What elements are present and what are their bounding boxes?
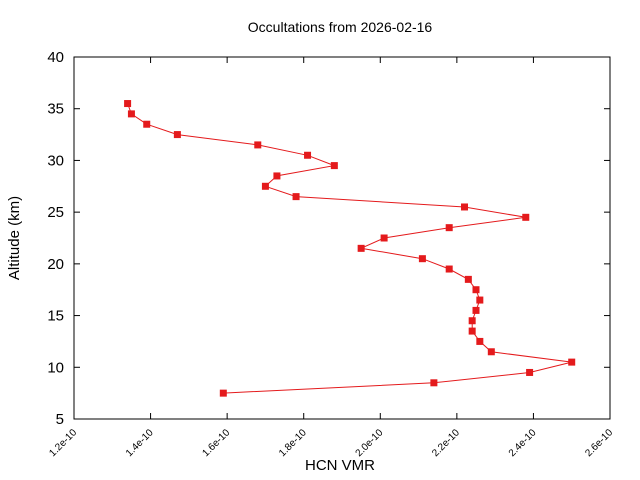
data-point <box>143 120 151 128</box>
y-tick-label: 10 <box>47 359 64 376</box>
x-tick-label: 2.4e-10 <box>507 427 539 459</box>
x-tick-label: 1.8e-10 <box>277 427 309 459</box>
data-point <box>472 306 480 314</box>
y-tick-label: 20 <box>47 256 64 273</box>
data-point <box>330 162 338 170</box>
y-tick-label: 40 <box>47 49 64 66</box>
y-axis-label: Altitude (km) <box>6 196 23 280</box>
series-layer <box>124 100 576 397</box>
data-point <box>357 244 365 252</box>
x-tick-label: 1.4e-10 <box>124 427 156 459</box>
data-point <box>487 348 495 356</box>
x-axis-label: HCN VMR <box>305 457 375 474</box>
series-line <box>127 103 572 394</box>
data-point <box>445 224 453 232</box>
data-point <box>292 193 300 201</box>
data-point <box>124 100 132 108</box>
data-point <box>464 275 472 283</box>
data-point <box>127 110 135 118</box>
data-point <box>304 151 312 159</box>
data-point <box>219 389 227 397</box>
data-point <box>445 265 453 273</box>
x-tick-label: 1.2e-10 <box>47 427 79 459</box>
data-point <box>472 286 480 294</box>
y-tick-label: 30 <box>47 152 64 169</box>
y-tick-label: 35 <box>47 101 64 118</box>
data-point <box>254 141 262 149</box>
data-point <box>568 358 576 366</box>
x-tick-label: 2.0e-10 <box>354 427 386 459</box>
data-point <box>380 234 388 242</box>
data-point <box>273 172 281 180</box>
y-axis: 5 10 15 20 25 30 35 40 <box>47 49 610 428</box>
data-point <box>461 203 469 211</box>
data-point <box>468 317 476 325</box>
x-tick-label: 1.6e-10 <box>200 427 232 459</box>
y-tick-label: 5 <box>56 411 64 428</box>
chart-title: Occultations from 2026-02-16 <box>248 19 433 35</box>
data-point <box>522 213 530 221</box>
y-tick-label: 15 <box>47 308 64 325</box>
y-tick-label: 25 <box>47 204 64 221</box>
data-point <box>418 255 426 263</box>
data-point <box>430 379 438 387</box>
data-point <box>476 296 484 304</box>
x-tick-label: 2.6e-10 <box>583 427 615 459</box>
data-point <box>468 327 476 335</box>
data-point <box>173 131 181 139</box>
data-point <box>526 368 534 376</box>
data-point <box>476 337 484 345</box>
plot-frame <box>73 56 611 420</box>
x-tick-label: 2.2e-10 <box>430 427 462 459</box>
data-point <box>261 182 269 190</box>
